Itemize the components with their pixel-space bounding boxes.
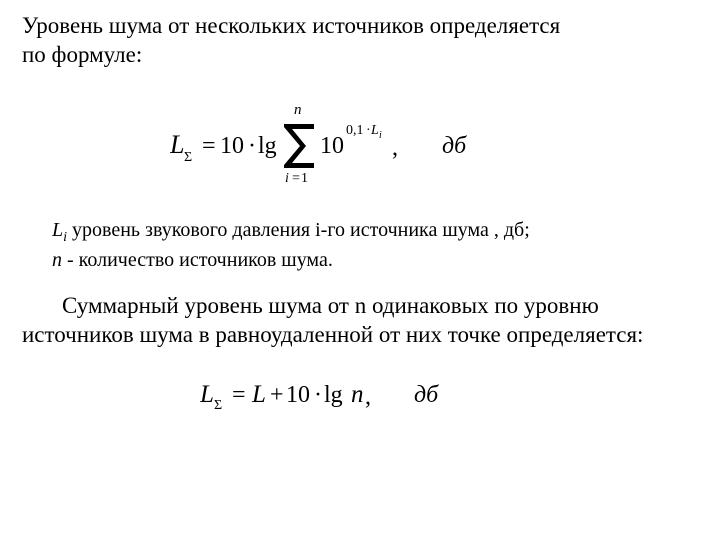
def-Li: Li уровень звукового давления i-го источ… bbox=[52, 217, 698, 248]
def-n-var: n bbox=[52, 249, 62, 271]
f1-sum bbox=[284, 124, 314, 168]
def-n-rest: - количество источников шума. bbox=[62, 249, 333, 271]
formula-1: L Σ = 10 · lg n i = 1 bbox=[22, 98, 698, 189]
f1-unit: дб bbox=[442, 133, 467, 159]
f1-lg: lg bbox=[258, 133, 277, 159]
def-Li-rest: уровень звукового давления i-го источник… bbox=[67, 219, 530, 241]
f2-comma: , bbox=[365, 384, 371, 410]
def-Li-var: L bbox=[52, 219, 63, 241]
f2-plus: + bbox=[270, 382, 284, 408]
f2-unit: дб bbox=[414, 382, 439, 408]
intro-paragraph: Уровень шума от нескольких источников оп… bbox=[22, 12, 698, 70]
f2-n: n bbox=[351, 381, 364, 408]
formula-2-svg: L Σ = L + 10 · lg n , дб bbox=[200, 378, 520, 412]
f1-L: L bbox=[170, 130, 184, 159]
f1-eq: = bbox=[202, 133, 216, 159]
f1-exp-dot: · bbox=[366, 123, 371, 138]
f1-exp-i: i bbox=[379, 130, 382, 141]
f1-dot: · bbox=[248, 133, 256, 159]
f2-L: L bbox=[251, 381, 266, 408]
f1-exp1: 0,1 bbox=[346, 123, 364, 138]
f2-ten: 10 bbox=[286, 382, 310, 408]
f1-sum-n: n bbox=[294, 102, 302, 118]
f1-base: 10 bbox=[320, 133, 344, 159]
formula-1-svg: L Σ = 10 · lg n i = 1 bbox=[170, 98, 550, 184]
intro-line1: Уровень шума от нескольких источников оп… bbox=[22, 13, 560, 38]
f2-dot: · bbox=[314, 382, 322, 408]
f1-comma: , bbox=[392, 135, 398, 161]
formula-2: L Σ = L + 10 · lg n , дб bbox=[22, 378, 698, 417]
intro-line2: по формуле: bbox=[22, 42, 142, 67]
f1-exp-L: L bbox=[370, 123, 379, 138]
f2-lg: lg bbox=[324, 382, 343, 408]
definitions: Li уровень звукового давления i-го источ… bbox=[52, 217, 698, 275]
f1-ten: 10 bbox=[220, 133, 244, 159]
f1-sum-eq: = bbox=[292, 171, 300, 184]
f1-sum-1: 1 bbox=[301, 171, 308, 184]
f1-sigma: Σ bbox=[184, 150, 192, 165]
page: Уровень шума от нескольких источников оп… bbox=[0, 0, 720, 540]
f1-sum-i: i bbox=[285, 171, 289, 184]
f2-Lsigma-L: L bbox=[200, 381, 214, 408]
para-2: Суммарный уровень шума от n одинаковых п… bbox=[22, 292, 698, 350]
f2-Lsigma-sub: Σ bbox=[214, 398, 222, 412]
def-n: n - количество источников шума. bbox=[52, 247, 698, 274]
f2-eq: = bbox=[232, 382, 246, 408]
